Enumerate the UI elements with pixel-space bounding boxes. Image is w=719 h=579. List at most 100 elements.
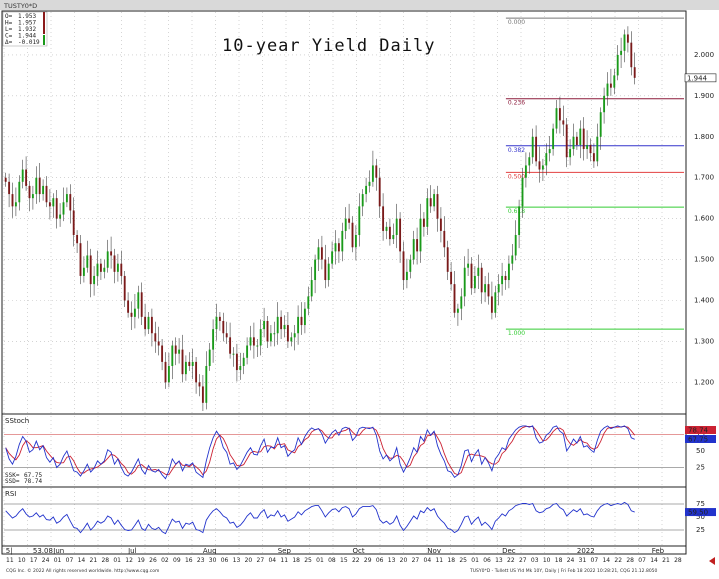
footer-chart-info: TUSY0*D - Tullett US Yld Mk 10Y, Daily |… xyxy=(469,568,658,574)
candle-body xyxy=(290,337,293,342)
candle-body xyxy=(613,75,616,88)
rsi-tick-label: 25 xyxy=(696,526,705,534)
candle xyxy=(225,321,228,344)
candle xyxy=(191,348,194,380)
candle-body xyxy=(133,308,136,317)
candle-body xyxy=(130,312,133,317)
candle-body xyxy=(569,149,572,158)
x-axis-day-label: 18 xyxy=(555,557,563,564)
candle-body xyxy=(86,255,89,268)
candle xyxy=(490,281,493,320)
candle-body xyxy=(38,177,41,195)
footer-copyright: CQG Inc. © 2022 All rights reserved worl… xyxy=(6,567,159,574)
candle xyxy=(497,274,500,306)
candle xyxy=(606,72,609,106)
candle-body xyxy=(79,243,82,276)
candle-body xyxy=(331,251,334,264)
candle-body xyxy=(269,333,272,342)
candle xyxy=(178,338,181,364)
x-axis-month-label: Feb xyxy=(652,547,665,555)
candle-body xyxy=(300,316,303,326)
candle xyxy=(504,271,507,290)
candle xyxy=(235,343,238,382)
candle-body xyxy=(382,206,385,231)
candle xyxy=(514,220,517,261)
candle-body xyxy=(280,316,283,330)
candle xyxy=(422,212,425,237)
candle xyxy=(361,189,364,217)
x-axis-month-label: Sep xyxy=(278,547,292,555)
candle xyxy=(463,256,466,307)
candle-body xyxy=(518,206,521,236)
candle xyxy=(331,241,334,269)
candle xyxy=(286,311,289,348)
candle-body xyxy=(297,316,300,334)
candle-body xyxy=(239,365,242,371)
candle-body xyxy=(123,275,126,301)
candle-body xyxy=(422,218,425,227)
candle xyxy=(188,352,191,371)
candle-body xyxy=(147,316,150,330)
x-axis-day-label: 08 xyxy=(328,557,336,564)
candle xyxy=(249,325,252,351)
ohlc-readout: O= 1.953 H= 1.957 L= 1.932 C= 1.944 Δ= -0.019 xyxy=(2,11,48,47)
candle xyxy=(93,266,96,296)
candle xyxy=(72,197,75,247)
candle xyxy=(14,187,17,217)
x-axis-month-label: Aug xyxy=(203,547,217,555)
candle xyxy=(405,258,408,289)
candle xyxy=(344,207,347,240)
candle-body xyxy=(137,292,140,309)
candle xyxy=(171,340,174,380)
candle xyxy=(633,52,636,85)
candle-body xyxy=(402,251,405,281)
candle-body xyxy=(314,259,317,281)
candle-body xyxy=(467,263,470,268)
candle xyxy=(116,253,119,282)
scroll-left-icon[interactable] xyxy=(709,557,715,565)
candle-body xyxy=(354,235,357,248)
ohlc-field-value: 1.957 xyxy=(18,20,36,27)
candle xyxy=(460,288,463,321)
ohlc-down-marker xyxy=(43,12,45,34)
candle xyxy=(167,352,170,388)
candle xyxy=(494,285,497,318)
stoch-tick-label: 25 xyxy=(696,464,705,472)
candle-body xyxy=(419,218,422,252)
candle-body xyxy=(293,333,296,338)
x-axis-day-label: 01 xyxy=(54,557,62,564)
candle-body xyxy=(52,198,55,207)
candle-body xyxy=(582,128,585,150)
candle xyxy=(28,180,31,212)
candle xyxy=(609,68,612,96)
price-tick-label: 1.900 xyxy=(694,92,714,100)
fib-level-label: 0.382 xyxy=(508,147,525,154)
candle-body xyxy=(8,181,11,195)
ohlc-field-label: C= xyxy=(5,33,13,40)
candle-body xyxy=(388,226,391,240)
candle-body xyxy=(596,136,599,162)
x-axis-day-label: 07 xyxy=(591,557,599,564)
x-axis-day-label: 17 xyxy=(30,557,38,564)
x-axis-month-label: 53.08 xyxy=(33,547,53,555)
candle xyxy=(596,123,599,167)
candle xyxy=(456,303,459,326)
candle xyxy=(623,29,626,63)
x-axis-month-label: Dec xyxy=(502,547,516,555)
candle xyxy=(531,128,534,164)
candle xyxy=(613,68,616,95)
candle xyxy=(212,319,215,363)
candle xyxy=(548,135,551,162)
candle xyxy=(616,45,619,81)
candle-body xyxy=(450,271,453,285)
candle-body xyxy=(436,194,439,219)
candle xyxy=(569,139,572,166)
candle xyxy=(368,170,371,193)
symbol-label: TUSTY0*D xyxy=(3,2,37,10)
candle xyxy=(354,225,357,261)
candle-body xyxy=(599,112,602,137)
candle-body xyxy=(69,194,72,211)
candle-body xyxy=(514,235,517,256)
candle-body xyxy=(174,345,177,354)
